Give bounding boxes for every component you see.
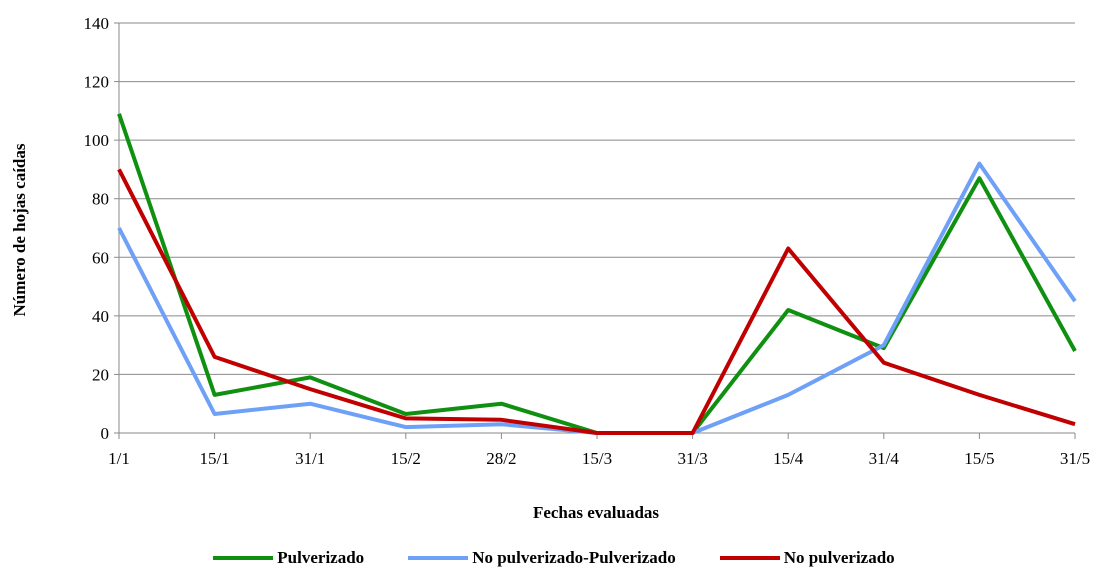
legend-item: No pulverizado-Pulverizado [408,548,676,568]
x-tick-label: 31/4 [869,449,900,468]
x-tick-label: 15/5 [964,449,994,468]
y-tick-label: 0 [101,424,110,443]
y-axis-title: Número de hojas caídas [10,143,29,316]
x-tick-label: 28/2 [486,449,516,468]
x-axis-ticks: 1/1 15/1 31/1 15/2 28/2 15/3 31/3 15/4 31/4 15/5 3… [108,433,1090,468]
x-axis-title: Fechas evaluadas [533,503,659,522]
y-axis-ticks: 0 20 40 60 80 100 120 140 [84,14,119,443]
gridlines [119,22,1075,375]
legend-label: Pulverizado [277,548,365,567]
x-tick-label: 15/3 [582,449,612,468]
x-tick-label: 15/4 [773,449,804,468]
x-tick-label: 1/1 [108,449,130,468]
legend-label: No pulverizado [783,548,895,567]
legend-swatch [213,556,274,560]
legend-swatch [719,556,780,560]
x-tick-label: 31/1 [295,449,325,468]
chart-legend: Pulverizado No pulverizado-Pulverizado No … [0,545,1108,571]
legend-item: Pulverizado [213,548,364,568]
y-tick-label: 20 [92,365,109,384]
x-tick-label: 15/1 [199,449,229,468]
y-tick-label: 100 [84,131,110,150]
series-line-1 [117,161,1077,435]
x-tick-label: 31/5 [1060,449,1090,468]
y-tick-label: 80 [92,190,109,209]
legend-item: No pulverizado [719,548,895,568]
y-tick-label: 140 [84,14,110,33]
y-tick-label: 120 [84,73,110,92]
legend-label: No pulverizado-Pulverizado [472,548,676,567]
series-line-2 [117,168,1076,435]
y-tick-label: 40 [92,307,109,326]
line-chart: 0 20 40 60 80 100 120 140 1/1 15/1 31/1 15/2 28/2 15… [10,14,1090,522]
legend-swatch [408,556,469,560]
x-tick-label: 15/2 [391,449,421,468]
series-lines [117,113,1077,435]
y-tick-label: 60 [92,248,109,267]
x-tick-label: 31/3 [677,449,707,468]
series-line-0 [117,113,1077,435]
